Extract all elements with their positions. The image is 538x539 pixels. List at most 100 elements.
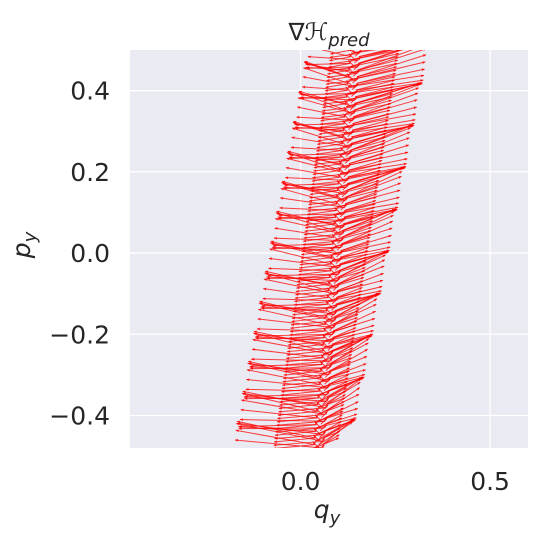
quiver-arrow	[356, 66, 397, 78]
quiver-arrow	[327, 69, 350, 75]
title-script-h: ℋ	[305, 18, 329, 46]
quiver-arrow	[328, 363, 367, 379]
quiver-arrow	[352, 76, 360, 84]
quiver-arrow	[348, 153, 384, 165]
quiver-arrow	[337, 237, 345, 244]
quiver-arrow	[329, 52, 360, 59]
quiver-arrow	[340, 240, 370, 252]
quiver-arrow	[340, 246, 369, 258]
quiver-arrow	[342, 183, 350, 191]
x-axis-label: qy	[314, 495, 341, 529]
quiver-arrow	[350, 50, 356, 54]
quiver-arrow	[332, 241, 392, 255]
quiver-arrow	[351, 118, 416, 131]
quiver-arrow	[316, 146, 351, 153]
quiver-arrow	[317, 136, 344, 142]
quiver-arrow	[298, 266, 340, 273]
quiver-arrow	[310, 183, 340, 189]
quiver-arrow	[347, 50, 360, 54]
quiver-arrow	[315, 153, 350, 159]
quiver-arrow	[320, 116, 346, 122]
quiver-arrow	[327, 344, 335, 352]
quiver-arrow	[342, 136, 386, 148]
quiver-arrow	[301, 250, 333, 256]
quiver-arrow	[317, 139, 352, 146]
quiver-arrow	[322, 397, 330, 405]
quiver-arrow	[285, 176, 348, 181]
quiver-arrow	[351, 90, 358, 97]
quiver-arrow	[296, 283, 330, 290]
y-tick-labels: −0.4 −0.2 0.0 0.2 0.4	[49, 77, 110, 431]
quiver-arrow	[348, 116, 356, 124]
quiver-arrow	[326, 350, 334, 358]
quiver-arrow	[304, 230, 335, 236]
quiver-arrow	[303, 236, 335, 243]
quiver-arrow	[286, 350, 324, 357]
quiver-arrow	[352, 112, 390, 125]
quiver-arrow	[297, 276, 331, 283]
quiver-arrow	[268, 267, 331, 272]
quiver-arrow	[316, 410, 344, 422]
quiver-arrow	[300, 253, 341, 260]
quiver-arrow	[308, 196, 338, 203]
quiver-arrow	[301, 92, 356, 97]
title-nabla: ∇	[287, 18, 305, 46]
quiver-arrow	[291, 317, 327, 323]
quiver-arrow	[272, 246, 342, 250]
quiver-arrow	[346, 173, 381, 185]
quiver-arrow	[329, 348, 368, 372]
quiver-arrow	[349, 146, 385, 158]
quiver-arrow	[331, 249, 390, 262]
quiver-arrow	[285, 357, 323, 363]
quiver-arrow	[304, 223, 336, 229]
quiver-arrow	[302, 243, 334, 249]
quiver-arrow	[344, 182, 402, 205]
quiver-arrow	[280, 187, 338, 205]
quiver-arrow	[245, 393, 328, 398]
chart-title: ∇ℋpred	[287, 18, 370, 51]
quiver-arrow	[321, 411, 328, 418]
quiver-arrow	[338, 176, 380, 188]
quiver-arrow	[322, 343, 354, 355]
quiver-arrow	[358, 50, 389, 58]
quiver-arrow	[345, 170, 403, 198]
quiver-arrow	[240, 418, 325, 422]
quiver-arrow	[328, 337, 335, 345]
quiver-arrow	[308, 200, 346, 206]
quiver-arrow	[291, 313, 335, 320]
quiver-arrow	[305, 220, 344, 226]
quiver-arrow	[337, 183, 379, 195]
quiver-arrow	[337, 189, 378, 201]
quiver-arrow	[328, 373, 366, 385]
quiver-arrow	[302, 240, 342, 246]
quiver-arrow	[274, 434, 324, 440]
quiver-arrow	[320, 444, 325, 448]
quiver-arrow	[321, 106, 355, 112]
quiver-arrow	[313, 166, 349, 173]
quiver-arrow	[330, 347, 354, 359]
quiver-arrow	[330, 310, 338, 318]
quiver-arrow	[323, 384, 331, 392]
quiver-arrow	[325, 400, 345, 412]
quiver-arrow	[340, 203, 348, 211]
y-tick-label: −0.2	[49, 320, 110, 349]
quiver-arrow	[307, 62, 351, 66]
quiver-arrow	[338, 223, 346, 231]
quiver-arrow	[344, 113, 417, 128]
quiver-arrow	[292, 307, 336, 313]
quiver-arrow	[306, 210, 337, 216]
quiver-arrow	[355, 79, 424, 91]
y-axis-label-sub: y	[20, 231, 41, 243]
quiver-arrow	[322, 434, 340, 446]
quiver-arrow	[319, 123, 345, 129]
x-axis-label-sub: y	[329, 508, 341, 529]
quiver-arrow	[305, 216, 336, 223]
quiver-arrow	[286, 353, 332, 360]
quiver-arrow	[291, 136, 351, 148]
quiver-arrow	[277, 414, 326, 420]
quiver-arrow	[290, 320, 335, 327]
quiver-arrow	[343, 206, 399, 218]
quiver-arrow	[290, 146, 343, 151]
quiver-arrow	[331, 333, 374, 345]
